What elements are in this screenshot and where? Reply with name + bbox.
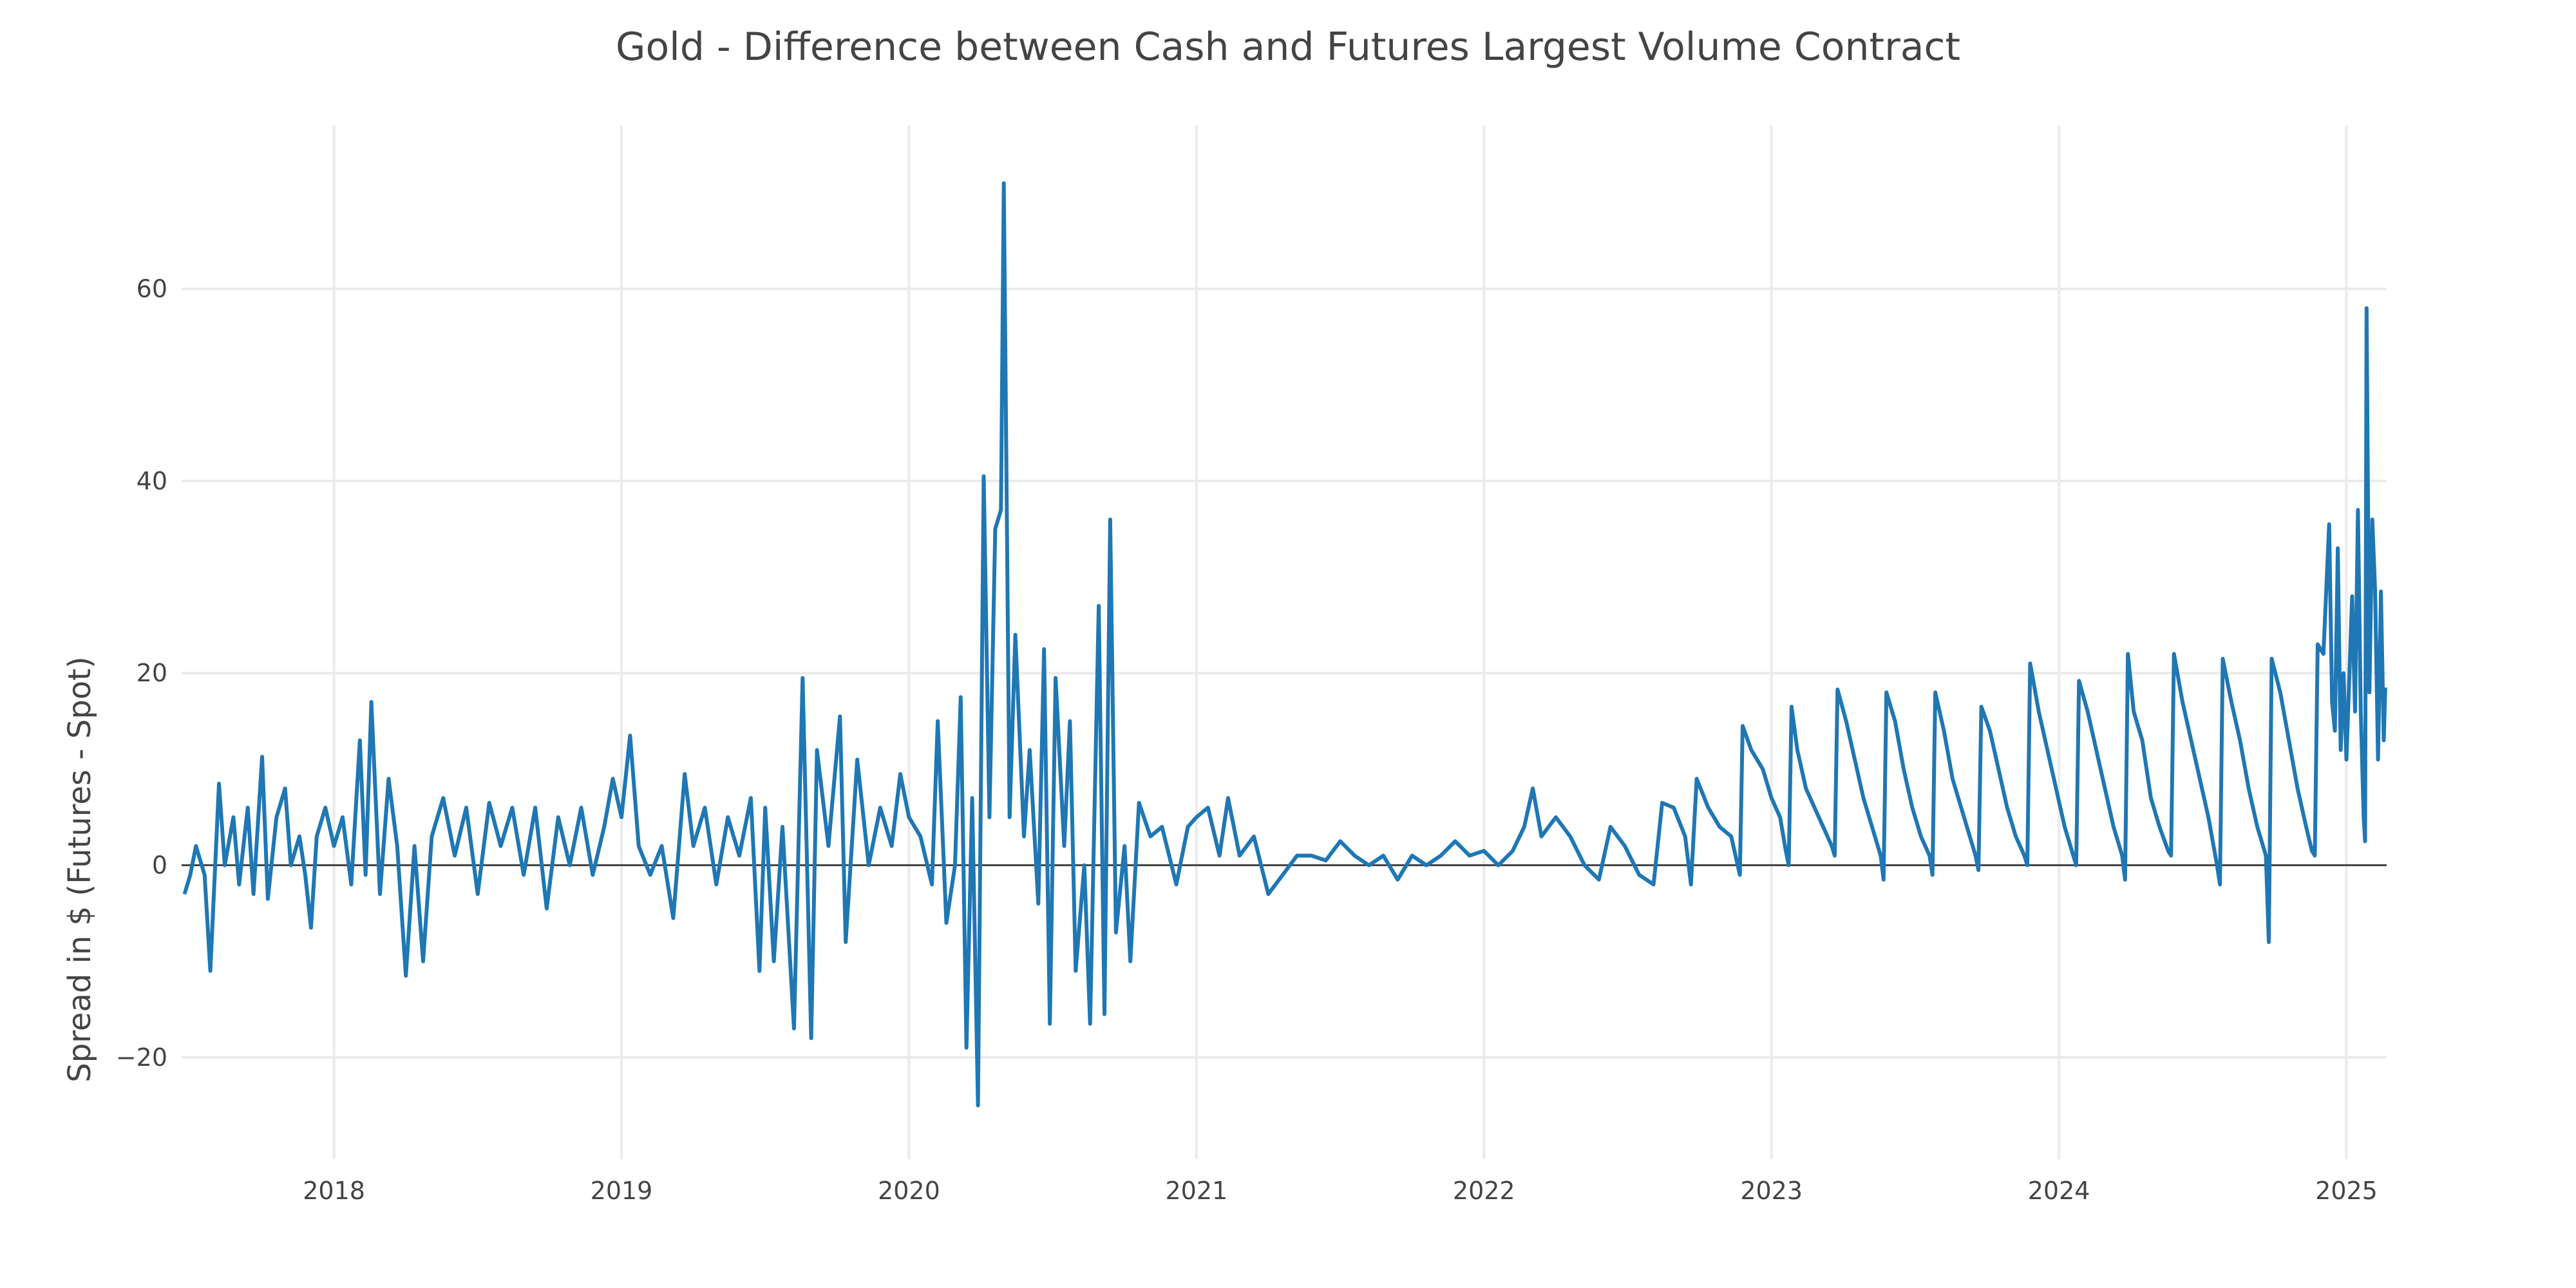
y-axis-ticks: −20 0 20 40 60 xyxy=(116,275,167,1072)
series-line-spread xyxy=(182,181,2387,1108)
x-axis-ticks: 2018 2019 2020 2021 2022 2023 2024 2025 xyxy=(303,1177,2378,1205)
x-tick-label: 2020 xyxy=(878,1177,940,1205)
series-group xyxy=(182,181,2387,1108)
y-tick-label: 60 xyxy=(137,275,167,303)
gridlines xyxy=(182,126,2387,1159)
y-axis-title: Spread in $ (Futures - Spot) xyxy=(62,656,98,1082)
x-tick-label: 2022 xyxy=(1453,1177,1515,1205)
x-tick-label: 2018 xyxy=(303,1177,365,1205)
x-tick-label: 2021 xyxy=(1165,1177,1227,1205)
y-tick-label: 20 xyxy=(137,659,167,687)
x-tick-label: 2024 xyxy=(2028,1177,2090,1205)
chart-title: Gold - Difference between Cash and Futur… xyxy=(615,24,1961,70)
y-tick-label: 0 xyxy=(152,851,167,880)
y-tick-label: 40 xyxy=(137,467,167,495)
x-tick-label: 2023 xyxy=(1740,1177,1803,1205)
x-tick-label: 2019 xyxy=(591,1177,653,1205)
x-tick-label: 2025 xyxy=(2315,1177,2378,1205)
y-tick-label: −20 xyxy=(116,1043,167,1072)
